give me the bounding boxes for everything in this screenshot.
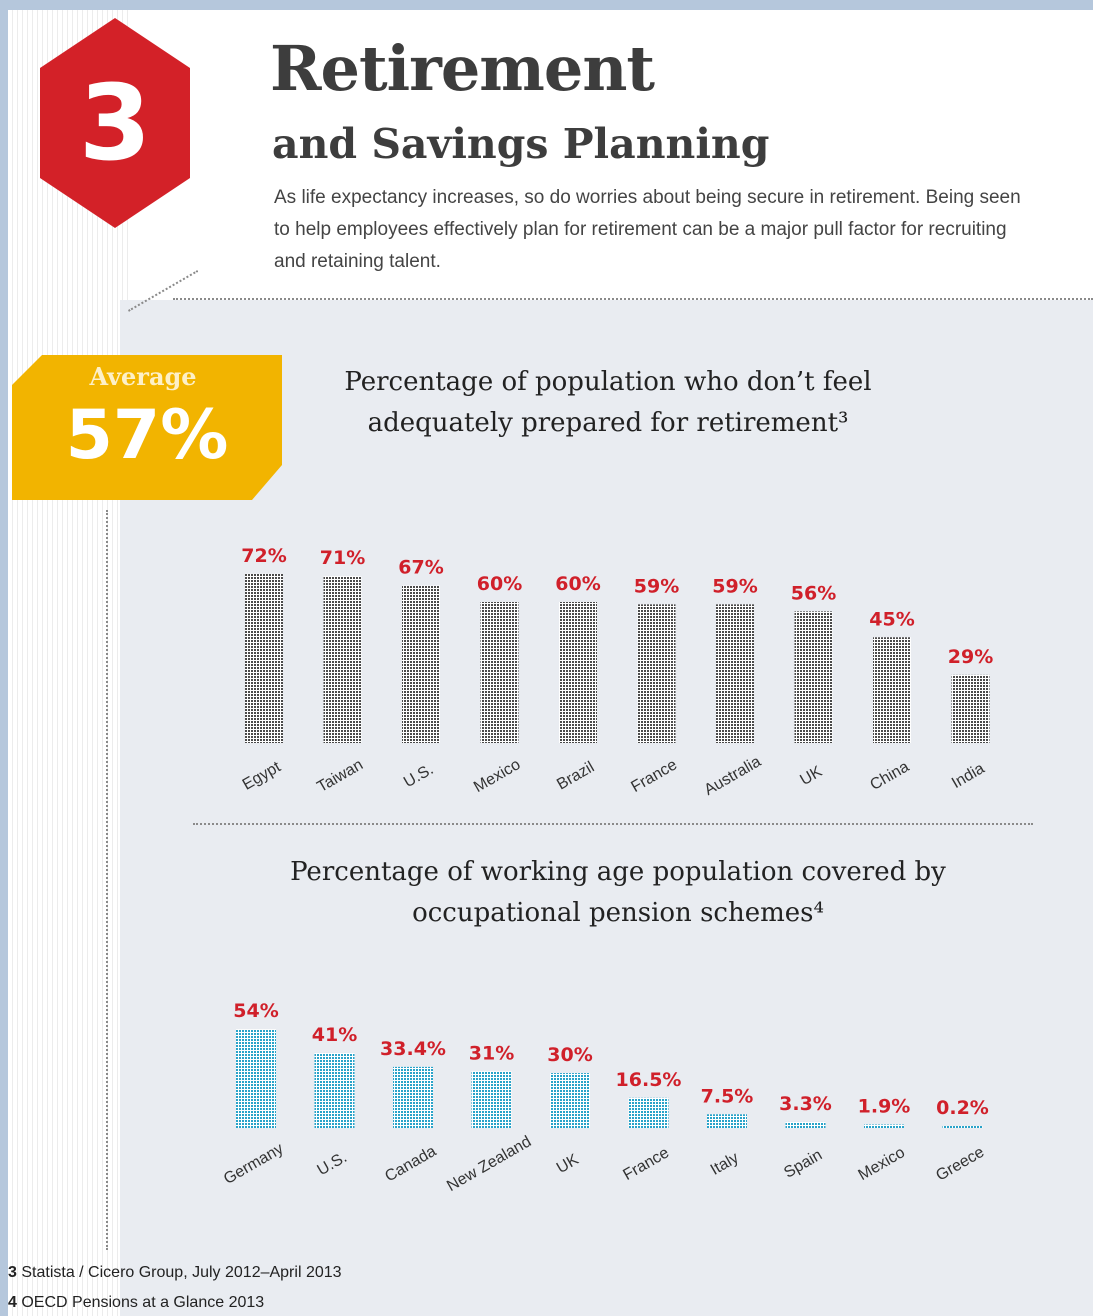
- chart2-category-label-8: Mexico: [856, 1144, 908, 1184]
- average-label: Average: [89, 362, 197, 391]
- chart2-category-label-5: France: [620, 1144, 672, 1184]
- chart2-bar-4: [550, 1073, 590, 1128]
- chart1-value-label-7: 56%: [791, 582, 836, 604]
- chart2-pension-coverage: 54% Germany 41% U.S. 33.4% Canada 31% New Zeala…: [221, 1000, 989, 1195]
- chart1-bar-3: [480, 602, 519, 743]
- chart2-category-label-1: U.S.: [315, 1149, 350, 1179]
- chart2-value-label-6: 7.5%: [701, 1085, 754, 1107]
- chart2-category-label-9: Greece: [933, 1144, 987, 1185]
- chart1-value-label-1: 71%: [320, 547, 365, 569]
- chart2-category-label-7: Spain: [781, 1147, 825, 1182]
- chart2-value-label-9: 0.2%: [936, 1097, 989, 1119]
- chart1-bar-0: [245, 573, 283, 743]
- chart1-retirement-preparedness: 72%Egypt71%Taiwan67%U.S.60%Mexico60%Braz…: [240, 545, 993, 799]
- chart-panel: [120, 300, 1093, 1316]
- section-number: 3: [78, 62, 152, 184]
- chart2-bar-1: [314, 1052, 355, 1128]
- chart1-value-label-0: 72%: [241, 545, 286, 567]
- chart1-value-label-6: 59%: [712, 575, 757, 597]
- chart2-category-label-2: Canada: [382, 1143, 439, 1186]
- average-badge: [12, 355, 282, 500]
- chart1-value-label-2: 67%: [398, 557, 443, 579]
- chart2-value-label-3: 31%: [469, 1042, 514, 1064]
- chart1-bar-7: [794, 611, 833, 743]
- chart1-value-label-8: 45%: [869, 608, 914, 630]
- footnote-3: 3 Statista / Cicero Group, July 2012–Apr…: [8, 1264, 342, 1282]
- page-subtitle: and Savings Planning: [272, 120, 770, 168]
- chart2-value-label-4: 30%: [547, 1044, 592, 1066]
- chart1-bar-9: [951, 674, 990, 743]
- chart2-bar-3: [471, 1071, 512, 1128]
- chart1-value-label-9: 29%: [948, 646, 993, 668]
- intro-paragraph: As life expectancy increases, so do worr…: [274, 187, 1021, 272]
- chart2-value-label-7: 3.3%: [779, 1093, 832, 1115]
- chart2-title: Percentage of working age population cov…: [290, 857, 946, 928]
- chart2-value-label-2: 33.4%: [380, 1038, 446, 1060]
- footnote-3-num: 3: [8, 1264, 17, 1281]
- average-value: 57%: [65, 396, 229, 475]
- chart1-bar-2: [402, 585, 440, 743]
- chart2-bar-9: [942, 1126, 983, 1128]
- chart2-category-label-6: Italy: [708, 1149, 742, 1178]
- chart1-bar-8: [873, 637, 911, 743]
- chart1-bar-5: [637, 604, 676, 743]
- footnote-4-num: 4: [8, 1294, 17, 1311]
- infographic-card: 3 Retirement and Savings Planning As lif…: [8, 10, 1093, 1316]
- dotted-divider-vertical: [106, 510, 108, 1250]
- chart1-value-label-3: 60%: [477, 573, 522, 595]
- chart2-bar-0: [236, 1029, 276, 1128]
- chart2-bar-6: [707, 1114, 747, 1128]
- chart2-category-label-0: Germany: [221, 1140, 286, 1188]
- footnote-4-text: OECD Pensions at a Glance 2013: [21, 1294, 265, 1311]
- dotted-divider-top: [173, 298, 1093, 300]
- chart2-value-label-0: 54%: [233, 1000, 278, 1022]
- chart2-bar-2: [393, 1066, 433, 1128]
- chart1-bar-1: [323, 576, 362, 743]
- chart1-value-label-5: 59%: [634, 575, 679, 597]
- chart2-category-label-4: UK: [554, 1151, 582, 1177]
- chart2-bar-8: [864, 1124, 904, 1128]
- chart1-bar-4: [559, 602, 597, 743]
- chart1-value-label-4: 60%: [555, 573, 600, 595]
- footnote-3-text: Statista / Cicero Group, July 2012–April…: [21, 1264, 342, 1281]
- page-title: Retirement: [270, 32, 655, 105]
- side-stripes: [8, 10, 128, 1316]
- footnote-4: 4 OECD Pensions at a Glance 2013: [8, 1294, 264, 1312]
- chart2-value-label-8: 1.9%: [858, 1096, 911, 1118]
- chart2-value-label-1: 41%: [312, 1024, 357, 1046]
- chart2-category-label-3: New Zealand: [444, 1133, 534, 1195]
- chart1-title: Percentage of population who don’t feel …: [344, 367, 872, 438]
- chart1-bar-6: [716, 604, 754, 743]
- chart-separator: [193, 823, 1033, 825]
- chart2-value-label-5: 16.5%: [616, 1069, 682, 1091]
- chart2-bar-7: [785, 1121, 826, 1128]
- hexagon-badge: [40, 18, 190, 228]
- chart2-bar-5: [628, 1097, 669, 1128]
